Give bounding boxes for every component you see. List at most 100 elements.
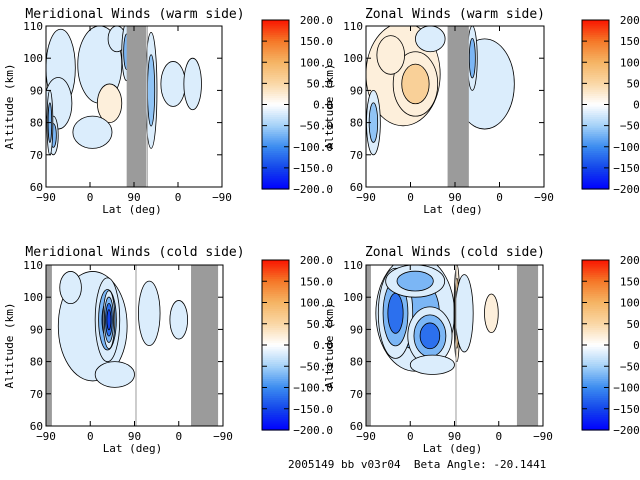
colorbar-segment	[262, 123, 289, 127]
colorbar-segment	[262, 306, 289, 310]
colorbar-segment	[582, 366, 609, 369]
colorbar-segment	[582, 108, 609, 112]
colorbar-segment	[262, 351, 289, 355]
colorbar-tick-label: 0.0	[633, 339, 640, 352]
plot-area	[46, 26, 222, 187]
colorbar-segment	[582, 272, 609, 276]
colorbar-segment	[582, 167, 609, 171]
colorbar-tick-label: 100.0	[300, 297, 333, 310]
colorbar-segment	[262, 182, 289, 186]
colorbar-tick-label: −50.0	[620, 360, 640, 373]
colorbar-segment	[262, 102, 289, 106]
x-tick-label: −90	[36, 191, 56, 204]
x-tick-label: 0	[175, 430, 182, 443]
colorbar-segment	[262, 304, 289, 308]
data-gap	[455, 265, 457, 426]
contour-region	[160, 61, 186, 107]
colorbar-tick-label: 50.0	[627, 77, 640, 90]
colorbar-segment	[582, 30, 609, 34]
colorbar-segment	[582, 406, 609, 410]
colorbar-segment	[582, 306, 609, 310]
x-tick-label: 0	[87, 430, 94, 443]
y-tick-label: 70	[30, 149, 43, 162]
y-tick-label: 60	[30, 420, 43, 433]
colorbar-tick-label: −200.0	[293, 424, 333, 437]
colorbar-segment	[262, 423, 289, 427]
contour-region	[72, 115, 113, 149]
colorbar-segment	[262, 323, 289, 327]
data-gap	[191, 265, 219, 426]
colorbar-segment	[262, 334, 289, 338]
colorbar-segment	[582, 83, 609, 87]
colorbar-segment	[262, 81, 289, 84]
colorbar-segment	[262, 66, 289, 70]
colorbar-segment	[262, 110, 289, 114]
colorbar-segment	[262, 300, 289, 304]
colorbar-segment	[262, 178, 289, 182]
colorbar-segment	[262, 176, 289, 180]
colorbar-segment	[582, 182, 609, 186]
contour-region	[169, 300, 188, 340]
colorbar-segment	[582, 157, 609, 161]
colorbar-segment	[262, 313, 289, 316]
colorbar-segment	[262, 85, 289, 89]
data-gap	[135, 265, 137, 426]
colorbar-segment	[262, 169, 289, 173]
colorbar-segment	[262, 55, 289, 59]
colorbar-segment	[582, 49, 609, 53]
colorbar-segment	[582, 349, 609, 352]
plot-area	[366, 26, 544, 187]
beta-value: -20.1441	[493, 458, 547, 471]
colorbar-segment	[582, 127, 609, 131]
colorbar-segment	[262, 427, 289, 431]
colorbar-segment	[262, 129, 289, 133]
colorbar-segment	[262, 274, 289, 278]
colorbar-tick-label: −150.0	[613, 403, 640, 416]
colorbar-segment	[582, 98, 609, 101]
colorbar-segment	[582, 353, 609, 357]
plot-area	[46, 265, 223, 426]
colorbar-segment	[582, 296, 609, 299]
colorbar-segment	[582, 91, 609, 95]
contour-region	[409, 354, 455, 375]
colorbar-segment	[582, 32, 609, 36]
chart-panel-3: 60 70 80 90 100 110 −90 0 90 0 −90 Lat (deg) Altitud…	[3, 245, 333, 455]
colorbar-segment	[582, 106, 609, 110]
y-tick-label: 110	[23, 259, 43, 272]
colorbar-segment	[582, 174, 609, 177]
colorbar-segment	[582, 359, 609, 363]
colorbar-segment	[262, 417, 289, 420]
colorbar-segment	[582, 351, 609, 355]
colorbar-segment	[582, 362, 609, 365]
colorbar-segment	[262, 376, 289, 380]
x-axis-label: Lat (deg)	[423, 442, 483, 455]
colorbar-segment	[262, 36, 289, 40]
y-axis-label: Altitude (km)	[3, 63, 16, 149]
colorbar-segment	[262, 272, 289, 276]
colorbar-segment	[262, 402, 289, 406]
y-tick-label: 90	[350, 323, 363, 336]
chart-panel-2: 60 70 80 90 100 110 −90 0 90 0 −90 Lat (deg) Altitud…	[323, 7, 640, 216]
colorbar-segment	[582, 70, 609, 74]
contour-region	[419, 322, 441, 350]
colorbar-segment	[582, 115, 609, 118]
y-tick-label: 110	[343, 259, 363, 272]
data-gap	[366, 265, 371, 426]
y-tick-label: 80	[30, 117, 43, 130]
x-tick-label: 0	[407, 191, 414, 204]
colorbar-segment	[582, 266, 609, 270]
colorbar-segment	[582, 119, 609, 122]
colorbar-segment	[582, 36, 609, 40]
colorbar-segment	[262, 266, 289, 270]
colorbar-segment	[582, 123, 609, 127]
x-axis-label: Lat (deg)	[102, 203, 162, 216]
contour-region	[147, 54, 156, 127]
beta-label: Beta Angle:	[413, 458, 487, 471]
y-tick-label: 80	[30, 356, 43, 369]
colorbar-segment	[582, 270, 609, 274]
colorbar-segment	[582, 138, 609, 142]
colorbar-segment	[262, 298, 289, 301]
colorbar-segment	[262, 148, 289, 152]
colorbar-segment	[582, 347, 609, 350]
colorbar-segment	[582, 172, 609, 175]
